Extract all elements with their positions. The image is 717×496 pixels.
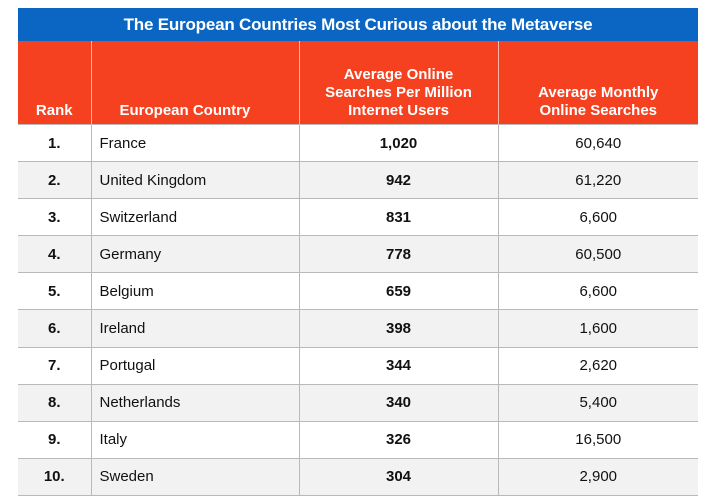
searches-per-million-cell: 398: [299, 309, 499, 348]
table-row: 3. Switzerland 831 6,600: [18, 198, 698, 236]
searches-per-million-cell: 831: [299, 198, 499, 236]
header-line: Internet Users: [348, 102, 449, 119]
country-cell: Belgium: [91, 272, 300, 310]
monthly-searches-cell: 60,500: [498, 235, 698, 273]
rank-cell: 2.: [18, 161, 92, 199]
country-cell: France: [91, 123, 300, 162]
table-header-row: Rank European Country Average Online Sea…: [18, 41, 698, 125]
rank-cell: 10.: [18, 457, 92, 496]
table-row: 8. Netherlands 340 5,400: [18, 383, 698, 422]
country-cell: United Kingdom: [91, 161, 300, 199]
rank-cell: 5.: [18, 272, 92, 310]
rank-cell: 6.: [18, 309, 92, 348]
table-row: 10. Sweden 304 2,900: [18, 457, 698, 496]
monthly-searches-cell: 61,220: [498, 161, 698, 199]
table-row: 2. United Kingdom 942 61,220: [18, 161, 698, 199]
searches-per-million-cell: 942: [299, 161, 499, 199]
country-cell: Sweden: [91, 457, 300, 496]
header-line: Online Searches: [539, 102, 658, 119]
header-line: Average Monthly: [538, 84, 659, 101]
searches-per-million-cell: 344: [299, 346, 499, 385]
rank-cell: 9.: [18, 420, 92, 459]
table-row: 7. Portugal 344 2,620: [18, 346, 698, 385]
searches-per-million-cell: 340: [299, 383, 499, 422]
country-cell: Ireland: [91, 309, 300, 348]
monthly-searches-cell: 2,620: [498, 346, 698, 385]
rank-cell: 3.: [18, 198, 92, 236]
monthly-searches-cell: 1,600: [498, 309, 698, 348]
table-row: 1. France 1,020 60,640: [18, 123, 698, 162]
monthly-searches-cell: 6,600: [498, 198, 698, 236]
rank-cell: 4.: [18, 235, 92, 273]
header-line: Average Online: [343, 66, 454, 83]
column-header-rank: Rank: [18, 41, 92, 125]
column-header-searches-per-million: Average Online Searches Per Million Inte…: [299, 41, 499, 125]
table-row: 5. Belgium 659 6,600: [18, 272, 698, 310]
column-header-monthly-searches: Average Monthly Online Searches: [498, 41, 698, 125]
column-header-country: European Country: [91, 41, 300, 125]
monthly-searches-cell: 60,640: [498, 123, 698, 162]
country-cell: Germany: [91, 235, 300, 273]
searches-per-million-cell: 1,020: [299, 123, 499, 162]
table-title: The European Countries Most Curious abou…: [18, 8, 698, 41]
monthly-searches-cell: 16,500: [498, 420, 698, 459]
monthly-searches-cell: 5,400: [498, 383, 698, 422]
searches-per-million-cell: 778: [299, 235, 499, 273]
country-cell: Netherlands: [91, 383, 300, 422]
table-row: 9. Italy 326 16,500: [18, 420, 698, 459]
searches-per-million-cell: 304: [299, 457, 499, 496]
searches-per-million-cell: 326: [299, 420, 499, 459]
country-cell: Switzerland: [91, 198, 300, 236]
table-row: 6. Ireland 398 1,600: [18, 309, 698, 348]
country-cell: Italy: [91, 420, 300, 459]
country-cell: Portugal: [91, 346, 300, 385]
metaverse-table-container: The European Countries Most Curious abou…: [18, 8, 698, 496]
monthly-searches-cell: 6,600: [498, 272, 698, 310]
countries-table: Rank European Country Average Online Sea…: [18, 41, 698, 496]
rank-cell: 7.: [18, 346, 92, 385]
searches-per-million-cell: 659: [299, 272, 499, 310]
header-line: Searches Per Million: [325, 84, 472, 101]
rank-cell: 8.: [18, 383, 92, 422]
table-row: 4. Germany 778 60,500: [18, 235, 698, 273]
rank-cell: 1.: [18, 123, 92, 162]
monthly-searches-cell: 2,900: [498, 457, 698, 496]
